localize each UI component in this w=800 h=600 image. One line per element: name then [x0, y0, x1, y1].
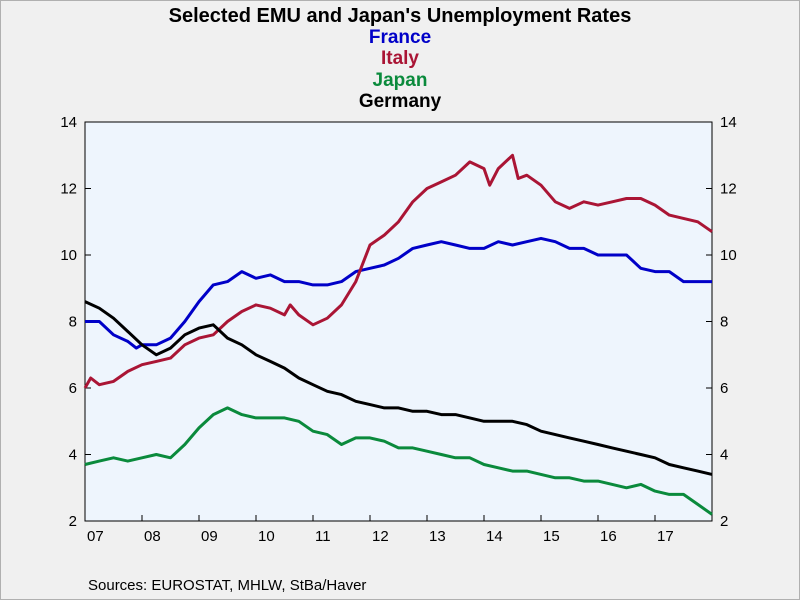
x-tick-label: 07 — [87, 528, 104, 545]
x-tick-label: 10 — [258, 528, 275, 545]
legend-germany: Germany — [359, 91, 442, 112]
y-axis-left: 14 12 10 8 6 4 2 — [60, 114, 91, 530]
y-tick-label-left: 6 — [69, 380, 77, 397]
x-tick-label: 15 — [543, 528, 560, 545]
y-tick-label-right: 2 — [720, 513, 728, 530]
y-tick-label-left: 4 — [69, 447, 77, 464]
legend-france: France — [369, 27, 431, 48]
y-tick-label-left: 10 — [60, 247, 77, 264]
series-line-france — [85, 236, 712, 350]
y-tick-label-right: 12 — [720, 181, 737, 198]
x-tick-label: 09 — [201, 528, 218, 545]
x-tick-label: 12 — [372, 528, 389, 545]
x-tick-label: 17 — [657, 528, 674, 545]
y-tick-label-left: 2 — [69, 513, 77, 530]
legend-japan: Japan — [373, 70, 428, 91]
series-line-japan — [84, 406, 713, 516]
y-tick-label-right: 14 — [720, 114, 737, 131]
series-line-italy — [83, 153, 713, 389]
chart-title: Selected EMU and Japan's Unemployment Ra… — [169, 5, 632, 27]
legend-italy: Italy — [381, 48, 419, 69]
y-tick-label-left: 12 — [60, 181, 77, 198]
x-axis: 07 08 09 10 11 12 13 14 15 16 17 — [87, 515, 674, 545]
x-tick-label: 08 — [144, 528, 161, 545]
y-axis-right: 14 12 10 8 6 4 2 — [706, 114, 737, 530]
x-tick-label: 11 — [315, 528, 331, 545]
x-tick-label: 14 — [486, 528, 503, 545]
y-tick-label-right: 6 — [720, 380, 728, 397]
series-lines — [83, 153, 713, 516]
series-line-germany — [84, 300, 713, 476]
y-tick-label-right: 4 — [720, 447, 728, 464]
y-tick-label-right: 10 — [720, 247, 737, 264]
y-tick-label-right: 8 — [720, 314, 728, 331]
y-tick-label-left: 14 — [60, 114, 77, 131]
plot-area — [84, 121, 713, 522]
x-tick-label: 13 — [429, 528, 446, 545]
x-tick-label: 16 — [600, 528, 617, 545]
y-tick-label-left: 8 — [69, 314, 77, 331]
source-note: Sources: EUROSTAT, MHLW, StBa/Haver — [88, 577, 366, 594]
